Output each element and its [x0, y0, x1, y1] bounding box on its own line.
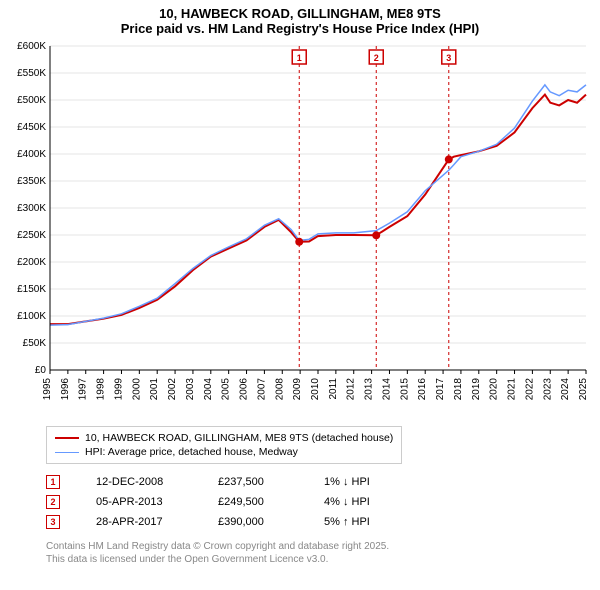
svg-text:£50K: £50K [23, 338, 47, 349]
svg-text:2002: 2002 [167, 378, 178, 401]
svg-text:2004: 2004 [203, 378, 214, 401]
svg-text:£450K: £450K [17, 122, 46, 133]
svg-text:£100K: £100K [17, 311, 46, 322]
svg-text:1998: 1998 [96, 378, 107, 401]
svg-text:2001: 2001 [149, 378, 160, 401]
sale-point-2 [372, 231, 380, 239]
svg-text:2014: 2014 [381, 378, 392, 401]
sale-price: £237,500 [218, 476, 288, 488]
sale-label-num-3: 3 [446, 53, 451, 63]
legend-swatch [55, 452, 79, 453]
footer-line2: This data is licensed under the Open Gov… [46, 553, 600, 566]
sale-delta: 5% ↑ HPI [324, 516, 404, 528]
sale-date: 28-APR-2017 [96, 516, 182, 528]
svg-text:2024: 2024 [560, 378, 571, 401]
legend-swatch [55, 437, 79, 439]
legend-row-1: HPI: Average price, detached house, Medw… [55, 445, 393, 459]
title-line1: 10, HAWBECK ROAD, GILLINGHAM, ME8 9TS [0, 0, 600, 21]
svg-text:2016: 2016 [417, 378, 428, 401]
svg-text:1997: 1997 [78, 378, 89, 401]
svg-text:2015: 2015 [399, 378, 410, 401]
sale-marker-1: 1 [46, 475, 60, 489]
svg-text:2013: 2013 [364, 378, 375, 401]
chart-svg: £0 £50K £100K £150K £200K £250K £300K £350K £400… [4, 40, 592, 420]
legend: 10, HAWBECK ROAD, GILLINGHAM, ME8 9TS (d… [46, 426, 402, 464]
sale-price: £390,000 [218, 516, 288, 528]
svg-text:2017: 2017 [435, 378, 446, 401]
svg-text:2021: 2021 [507, 378, 518, 401]
svg-text:£150K: £150K [17, 284, 46, 295]
sale-date: 05-APR-2013 [96, 496, 182, 508]
svg-text:£200K: £200K [17, 257, 46, 268]
sales-table: 1 12-DEC-2008 £237,500 1% ↓ HPI 2 05-APR-2013… [46, 472, 600, 532]
sale-point-1 [295, 238, 303, 246]
svg-text:2000: 2000 [131, 378, 142, 401]
svg-text:£400K: £400K [17, 149, 46, 160]
chart: £0 £50K £100K £150K £200K £250K £300K £350K £400… [4, 40, 592, 420]
svg-text:2019: 2019 [471, 378, 482, 401]
svg-text:1996: 1996 [60, 378, 71, 401]
sale-label-num-2: 2 [374, 53, 379, 63]
sale-row-2: 2 05-APR-2013 £249,500 4% ↓ HPI [46, 492, 600, 512]
svg-text:£600K: £600K [17, 41, 46, 52]
svg-text:£500K: £500K [17, 95, 46, 106]
legend-label: HPI: Average price, detached house, Medw… [85, 446, 298, 458]
svg-text:2025: 2025 [578, 378, 589, 401]
svg-text:£300K: £300K [17, 203, 46, 214]
svg-text:2006: 2006 [239, 378, 250, 401]
svg-text:2009: 2009 [292, 378, 303, 401]
footer: Contains HM Land Registry data © Crown c… [46, 540, 600, 566]
svg-text:2020: 2020 [489, 378, 500, 401]
sale-delta: 1% ↓ HPI [324, 476, 404, 488]
sale-row-1: 1 12-DEC-2008 £237,500 1% ↓ HPI [46, 472, 600, 492]
legend-row-0: 10, HAWBECK ROAD, GILLINGHAM, ME8 9TS (d… [55, 431, 393, 445]
svg-text:£250K: £250K [17, 230, 46, 241]
svg-text:2022: 2022 [524, 378, 535, 401]
sale-label-num-1: 1 [297, 53, 302, 63]
svg-text:£0: £0 [35, 365, 47, 376]
sale-delta: 4% ↓ HPI [324, 496, 404, 508]
footer-line1: Contains HM Land Registry data © Crown c… [46, 540, 600, 553]
svg-text:2011: 2011 [328, 378, 339, 400]
sale-marker-3: 3 [46, 515, 60, 529]
title-line2: Price paid vs. HM Land Registry's House … [0, 21, 600, 40]
sale-price: £249,500 [218, 496, 288, 508]
svg-text:2018: 2018 [453, 378, 464, 401]
svg-text:£350K: £350K [17, 176, 46, 187]
svg-text:£550K: £550K [17, 68, 46, 79]
svg-text:2023: 2023 [542, 378, 553, 401]
svg-text:2003: 2003 [185, 378, 196, 401]
svg-text:1999: 1999 [113, 378, 124, 401]
svg-text:2005: 2005 [221, 378, 232, 401]
svg-text:1995: 1995 [42, 378, 53, 401]
svg-text:2008: 2008 [274, 378, 285, 401]
svg-text:2007: 2007 [256, 378, 267, 401]
legend-label: 10, HAWBECK ROAD, GILLINGHAM, ME8 9TS (d… [85, 432, 393, 444]
svg-text:2010: 2010 [310, 378, 321, 401]
sale-date: 12-DEC-2008 [96, 476, 182, 488]
sale-row-3: 3 28-APR-2017 £390,000 5% ↑ HPI [46, 512, 600, 532]
root: 10, HAWBECK ROAD, GILLINGHAM, ME8 9TS Pr… [0, 0, 600, 590]
svg-text:2012: 2012 [346, 378, 357, 401]
sale-point-3 [445, 155, 453, 163]
sale-marker-2: 2 [46, 495, 60, 509]
